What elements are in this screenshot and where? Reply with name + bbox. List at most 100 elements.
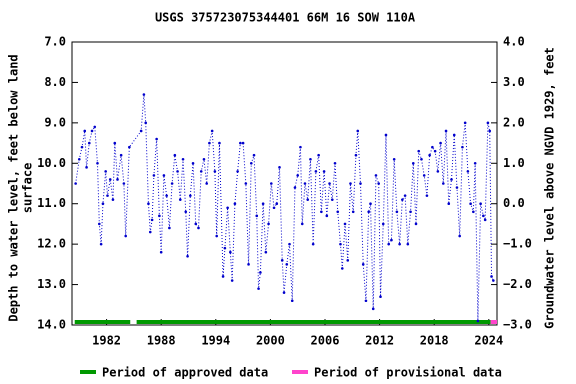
data-point xyxy=(444,129,448,133)
data-point xyxy=(361,263,365,266)
y2-tick-label: 0.0 xyxy=(503,196,525,210)
data-point xyxy=(233,202,237,206)
data-point xyxy=(106,194,109,197)
data-point xyxy=(431,145,434,149)
data-point xyxy=(384,133,388,137)
x-tick-label: 2006 xyxy=(311,334,340,348)
data-point xyxy=(343,222,347,226)
y2-tick-label: −2.0 xyxy=(503,277,532,291)
data-point xyxy=(425,194,429,197)
data-point xyxy=(322,170,326,173)
data-point xyxy=(409,210,412,214)
data-point xyxy=(320,210,323,214)
y-tick-label: 12.0 xyxy=(37,237,66,251)
data-point xyxy=(469,202,472,206)
data-point xyxy=(230,279,234,282)
data-point xyxy=(223,246,227,250)
data-point xyxy=(452,133,456,137)
y2-tick-label: −3.0 xyxy=(503,318,532,332)
legend-swatch xyxy=(80,370,96,374)
data-point xyxy=(309,157,312,161)
data-point xyxy=(208,141,211,145)
data-point xyxy=(122,182,126,185)
data-point xyxy=(340,267,344,270)
data-point xyxy=(282,291,286,294)
data-point xyxy=(483,218,487,222)
data-point xyxy=(257,287,260,290)
data-point xyxy=(116,178,119,181)
chart-title: USGS 375723075344401 66M 16 SOW 110A xyxy=(155,11,416,25)
data-point xyxy=(205,182,208,185)
data-point xyxy=(108,178,112,181)
data-point xyxy=(98,222,101,226)
data-point xyxy=(252,153,256,157)
data-point xyxy=(215,234,219,238)
data-point xyxy=(364,299,368,303)
y-tick-label: 9.0 xyxy=(44,115,66,129)
data-point xyxy=(428,153,431,157)
data-point xyxy=(226,206,229,210)
plot-frame xyxy=(71,41,498,326)
data-point xyxy=(296,174,299,177)
data-point xyxy=(111,198,115,201)
data-point xyxy=(173,153,177,157)
data-point xyxy=(490,275,493,278)
y-tick-label: 7.0 xyxy=(44,35,66,49)
y2-tick-label: 1.0 xyxy=(503,156,525,170)
data-point xyxy=(259,271,262,274)
data-point xyxy=(278,166,281,169)
data-point xyxy=(218,141,221,145)
data-point xyxy=(189,194,192,197)
data-point xyxy=(482,214,485,218)
data-point xyxy=(270,182,273,185)
data-point xyxy=(330,198,334,201)
data-point xyxy=(93,125,97,129)
data-point xyxy=(261,202,265,206)
data-point xyxy=(479,202,482,206)
y-tick-label: 8.0 xyxy=(44,75,66,89)
data-point xyxy=(178,198,182,201)
data-point xyxy=(275,202,279,206)
data-point xyxy=(155,137,158,141)
data-point xyxy=(390,238,393,242)
data-point xyxy=(436,170,440,173)
data-point xyxy=(488,129,492,133)
data-point xyxy=(77,157,81,161)
x-tick-label: 1982 xyxy=(92,334,121,348)
data-point xyxy=(142,93,146,96)
data-point xyxy=(414,222,418,226)
data-point xyxy=(299,145,302,149)
y-tick-label: 11.0 xyxy=(37,196,66,210)
legend-swatch xyxy=(292,370,308,374)
data-point xyxy=(398,242,401,246)
data-point xyxy=(379,295,382,299)
data-point xyxy=(104,170,107,173)
data-point xyxy=(184,210,188,214)
data-point xyxy=(381,222,385,226)
data-point xyxy=(374,174,378,177)
data-point xyxy=(346,259,350,262)
data-point xyxy=(392,157,396,161)
data-point xyxy=(403,194,407,197)
y-tick-label: 13.0 xyxy=(37,277,66,291)
x-tick-label: 1994 xyxy=(201,334,230,348)
data-point xyxy=(359,182,362,185)
data-point xyxy=(267,222,270,226)
data-point xyxy=(311,242,315,246)
data-point xyxy=(181,157,185,161)
data-point xyxy=(466,170,470,173)
data-point xyxy=(492,279,495,282)
data-point xyxy=(336,210,340,214)
data-point xyxy=(99,242,103,246)
data-point xyxy=(290,299,294,303)
y-axis-label: Depth to water level, feet below land xyxy=(7,54,21,321)
data-point xyxy=(165,194,168,197)
data-point xyxy=(450,178,453,181)
data-point xyxy=(176,170,179,173)
data-point xyxy=(288,242,291,246)
data-point xyxy=(486,121,490,125)
data-point xyxy=(247,263,250,266)
y2-tick-label: 2.0 xyxy=(503,115,525,129)
x-tick-label: 2000 xyxy=(256,334,285,348)
data-point xyxy=(300,222,304,226)
